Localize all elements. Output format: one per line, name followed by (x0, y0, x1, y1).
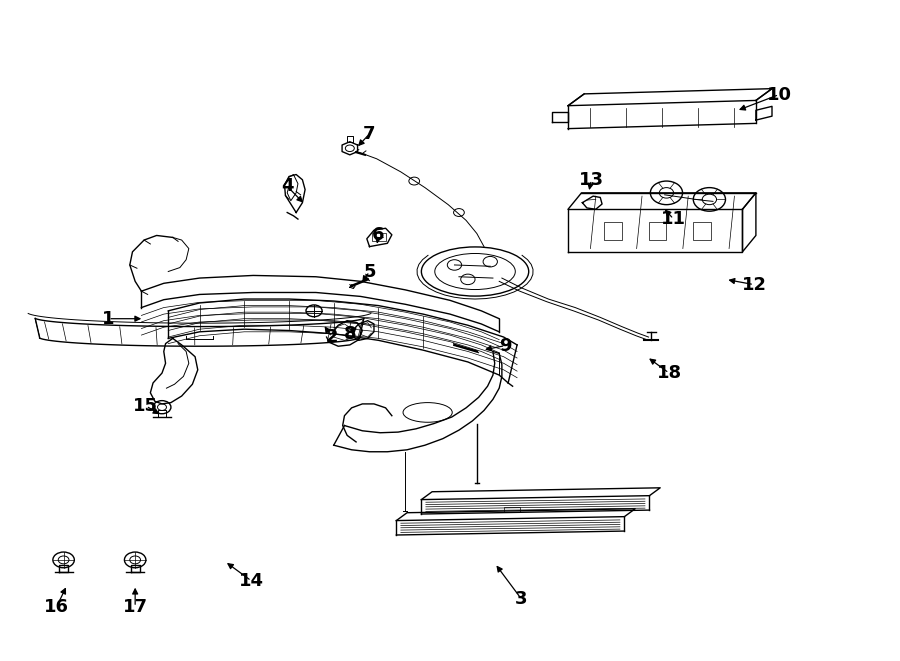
Text: 4: 4 (281, 177, 293, 195)
Text: 17: 17 (122, 598, 148, 616)
Text: 6: 6 (373, 227, 384, 245)
Text: 15: 15 (133, 397, 158, 415)
Text: 18: 18 (657, 364, 681, 382)
Text: 2: 2 (326, 328, 338, 346)
Text: 1: 1 (102, 310, 114, 328)
Text: 5: 5 (364, 262, 375, 280)
Text: 16: 16 (44, 598, 69, 616)
Text: 14: 14 (238, 572, 264, 590)
Text: 9: 9 (500, 336, 512, 354)
Text: 13: 13 (579, 171, 604, 189)
Text: 12: 12 (742, 276, 767, 293)
Text: 8: 8 (344, 325, 356, 343)
Text: 10: 10 (767, 85, 792, 104)
Text: 3: 3 (516, 590, 527, 608)
Text: 7: 7 (364, 125, 375, 143)
Text: 11: 11 (662, 210, 686, 228)
